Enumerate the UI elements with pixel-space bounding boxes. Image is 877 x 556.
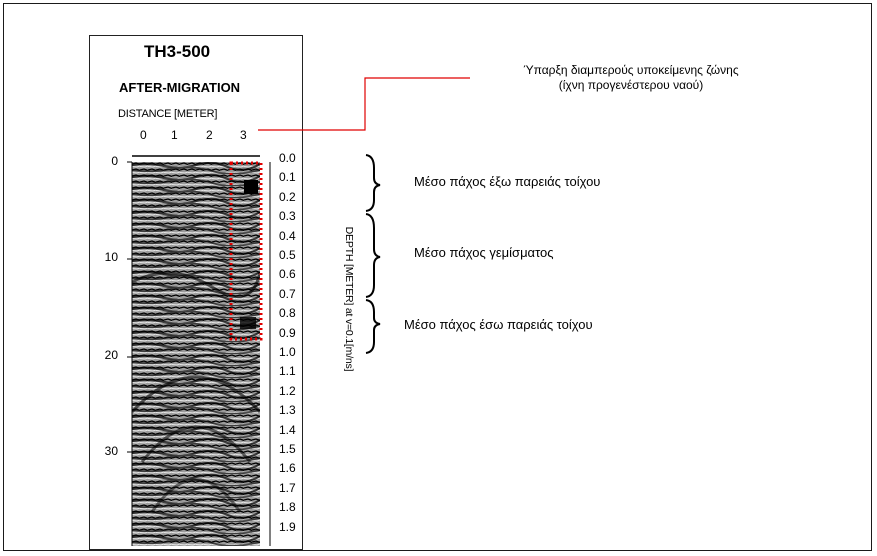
annotation-underlying-zone: Ύπαρξη διαμπερούς υποκείμενης ζώνης (ίχν… [474, 63, 788, 93]
highlight-box [231, 163, 261, 339]
callout-line [258, 78, 470, 130]
brace-fill [366, 214, 380, 297]
annotation-inner-wall: Μέσο πάχος έσω παρειάς τοίχου [404, 317, 593, 332]
annotation-fill: Μέσο πάχος γεμίσματος [414, 245, 554, 260]
brace-outer [366, 155, 380, 211]
annotation-outer-wall: Μέσο πάχος έξω παρειάς τοίχου [414, 174, 600, 189]
brace-inner [366, 300, 380, 353]
